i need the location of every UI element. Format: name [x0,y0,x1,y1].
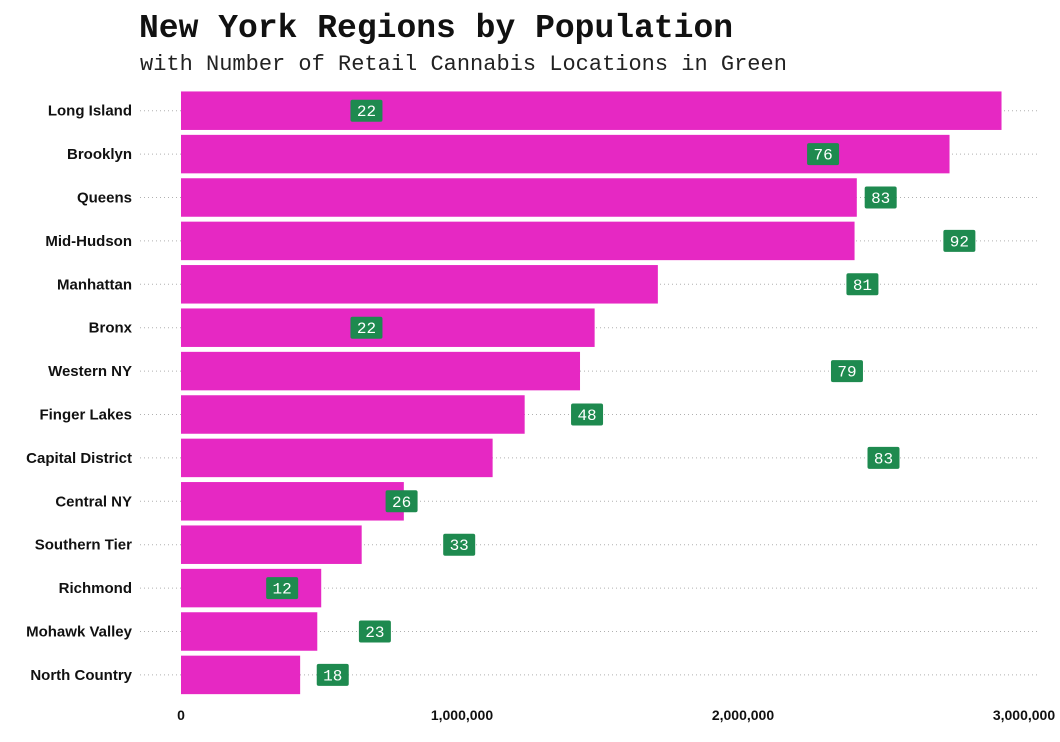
y-tick-label: Manhattan [57,276,132,293]
value-labels: 22 76 83 92 81 22 79 48 83 26 33 12 23 18 [266,99,976,686]
y-tick-label: Capital District [26,450,132,467]
store-count-label: 22 [357,320,376,338]
store-count-label: 22 [357,103,376,121]
y-tick-label: Mid-Hudson [45,233,132,250]
y-tick-label: Long Island [48,103,132,120]
store-count-badge [846,273,879,296]
store-count-label: 92 [950,233,969,251]
store-count-badge [266,577,299,600]
y-tick-label: Central NY [55,493,132,510]
x-tick-label: 3,000,000 [993,707,1055,723]
x-tick-label: 2,000,000 [712,707,774,723]
bars [181,91,1002,695]
store-count-badge [350,316,383,339]
bar [181,482,404,521]
bar [181,395,525,434]
x-tick-label: 0 [177,707,185,723]
bar [181,351,581,391]
chart-title: New York Regions by Population [139,10,734,47]
bar [181,308,595,347]
y-tick-label: Mohawk Valley [26,624,133,641]
y-tick-label: Western NY [48,363,132,380]
store-count-badge [350,99,383,122]
store-count-badge [385,490,418,513]
y-tick-label: Bronx [89,320,133,337]
bar [181,91,1002,130]
store-count-badge [943,229,976,252]
store-count-badge [443,533,476,556]
store-count-badge [864,186,897,209]
bar [181,438,493,478]
bar [181,525,362,564]
y-tick-label: Finger Lakes [39,407,132,424]
x-axis: 0 1,000,000 2,000,000 3,000,000 [177,707,1055,723]
bar [181,612,318,651]
y-tick-label: Southern Tier [35,537,132,554]
store-count-badge [316,663,349,686]
store-count-label: 83 [871,190,890,208]
y-tick-label: Queens [77,190,132,207]
store-count-badge [571,403,604,426]
y-tick-label: North Country [30,667,132,684]
store-count-label: 79 [837,364,856,382]
store-count-label: 76 [813,147,832,165]
store-count-badge [830,360,863,383]
store-count-badge [358,620,391,643]
store-count-label: 81 [853,277,872,295]
bar [181,655,301,695]
y-axis: Long Island Brooklyn Queens Mid-Hudson Manha… [26,103,133,684]
y-tick-label: Richmond [59,580,132,597]
bar [181,265,658,304]
store-count-label: 48 [577,407,596,425]
store-count-badge [867,446,900,469]
bar [181,178,857,217]
store-count-label: 23 [365,624,384,642]
store-count-label: 33 [450,537,469,555]
store-count-label: 12 [273,581,292,599]
store-count-label: 18 [323,667,342,685]
bar [181,568,322,608]
y-tick-label: Brooklyn [67,146,132,163]
chart-subtitle: with Number of Retail Cannabis Locations… [140,52,787,77]
store-count-label: 83 [874,450,893,468]
bar [181,221,855,261]
store-count-badge [807,143,840,166]
store-count-label: 26 [392,494,411,512]
x-tick-label: 1,000,000 [431,707,493,723]
